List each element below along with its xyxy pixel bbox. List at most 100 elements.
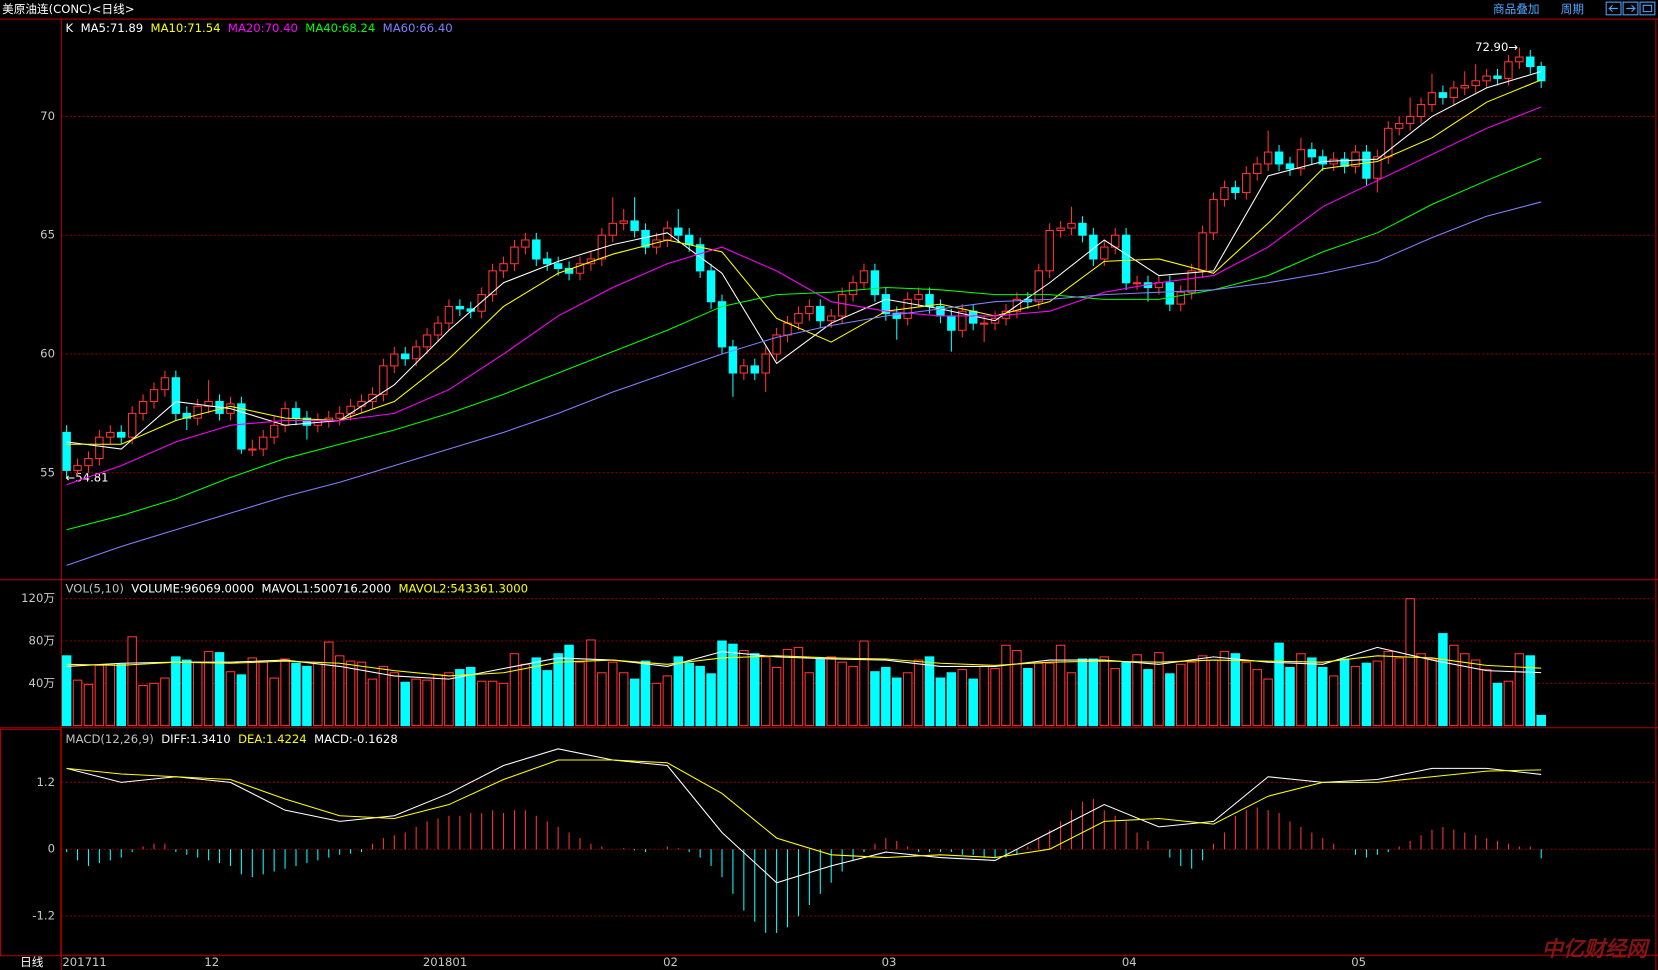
volume-bar: [487, 680, 498, 727]
candle-body: [1231, 187, 1240, 193]
volume-bar: [750, 653, 760, 727]
candle-body: [1482, 75, 1491, 82]
volume-bar: [913, 659, 924, 727]
volume-bar: [203, 651, 214, 727]
volume-bar: [105, 663, 116, 727]
volume-bar: [771, 666, 782, 727]
overlay-button[interactable]: 商品叠加: [1493, 2, 1540, 16]
candle-body: [521, 239, 530, 248]
nav-button[interactable]: [1639, 1, 1656, 16]
volume-bar: [608, 661, 618, 727]
legend-entry: MAVOL1:500716.2000: [262, 582, 392, 596]
candle-body: [728, 346, 738, 374]
x-tick-label: 05: [1351, 955, 1366, 969]
x-tick-label: 03: [882, 955, 897, 969]
candle-body: [1187, 270, 1196, 293]
candle-body: [499, 263, 508, 272]
volume-bar: [1383, 651, 1394, 727]
period-button[interactable]: 周期: [1561, 2, 1584, 16]
candle-body: [1296, 149, 1306, 170]
candle-body: [160, 377, 170, 391]
volume-bar: [673, 656, 684, 727]
x-tick-label: 201801: [423, 955, 467, 969]
volume-bar: [629, 678, 640, 727]
volume-bar: [258, 661, 268, 727]
indicator-line: [66, 201, 1542, 566]
candle-body: [193, 405, 202, 419]
x-tick-label: 12: [204, 955, 219, 969]
candle-body: [444, 305, 454, 324]
volume-bar: [149, 682, 159, 727]
candle-body: [1121, 234, 1131, 284]
legend-entry: DEA:1.4224: [238, 732, 307, 746]
volume-bar: [520, 663, 531, 727]
candle-body: [433, 322, 443, 336]
volume-bar: [280, 658, 290, 727]
y-tick-label: 1.2: [36, 775, 54, 789]
volume-bar: [1110, 667, 1120, 727]
y-tick-label: -1.2: [32, 909, 55, 923]
candle-body: [379, 365, 388, 395]
candle-body: [455, 305, 465, 310]
volume-bar: [466, 666, 476, 727]
volume-bar: [815, 658, 826, 727]
macd-axis-box: [0, 728, 62, 957]
volume-bar: [400, 681, 410, 727]
candle-body: [1100, 246, 1109, 260]
volume-bar: [94, 664, 105, 727]
volume-bar: [509, 653, 520, 727]
volume-bar: [225, 671, 236, 727]
candle-body: [1078, 222, 1087, 236]
candle-body: [881, 294, 891, 315]
volume-bar: [1001, 644, 1011, 727]
volume-bar: [1317, 666, 1328, 727]
candle-body: [1176, 291, 1185, 305]
x-tick-label: 04: [1122, 955, 1137, 969]
candle-body: [127, 412, 137, 438]
volume-bar: [1230, 653, 1241, 727]
x-tick-label: 201711: [62, 955, 106, 969]
indicator-line: [66, 748, 1542, 884]
high-annotation: 72.90→: [1475, 40, 1518, 54]
candle-body: [357, 400, 366, 407]
volume-bar: [640, 660, 651, 727]
candle-body: [750, 365, 759, 374]
volume-bar: [455, 669, 465, 727]
candle-body: [1526, 56, 1535, 68]
volume-bar: [138, 684, 148, 727]
candle-body: [477, 294, 486, 312]
candle-body: [1056, 227, 1065, 231]
candle-body: [117, 431, 126, 438]
volume-bar: [1186, 661, 1197, 727]
candle-body: [619, 220, 628, 224]
candle-body: [805, 305, 814, 315]
legend-entry: MA20:70.40: [228, 21, 298, 35]
candle-body: [706, 270, 716, 303]
candle-body: [1252, 163, 1262, 174]
candle-body: [1515, 56, 1524, 63]
candle-body: [1263, 151, 1273, 165]
candle-body: [1373, 156, 1382, 179]
candle-body: [422, 334, 432, 348]
volume-bar: [826, 656, 836, 727]
volume-bar: [924, 656, 935, 727]
volume-bar: [728, 643, 738, 727]
candle-body: [488, 270, 497, 296]
candle-body: [674, 227, 683, 236]
volume-bar: [1350, 665, 1361, 727]
candle-body: [783, 322, 792, 336]
volume-bar: [171, 656, 181, 727]
volume-bar: [684, 662, 694, 727]
volume-bar: [935, 677, 946, 727]
candle-body: [968, 310, 978, 324]
candle-body: [1449, 87, 1459, 98]
candle-body: [368, 393, 377, 403]
volume-bar: [881, 666, 891, 727]
nav-button[interactable]: [1605, 1, 1622, 16]
candle-body: [1405, 115, 1415, 125]
volume-bar: [116, 663, 126, 727]
candle-body: [106, 431, 115, 438]
nav-button[interactable]: [1622, 1, 1639, 16]
volume-bar: [422, 679, 432, 727]
